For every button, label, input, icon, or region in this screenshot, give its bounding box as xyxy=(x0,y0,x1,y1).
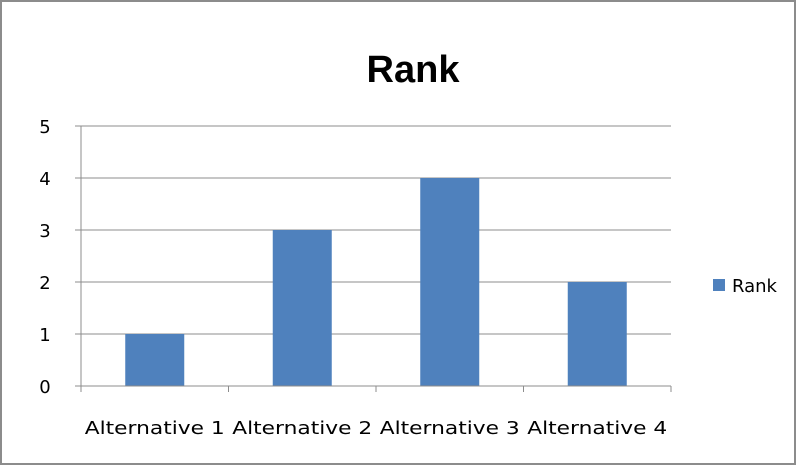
bar xyxy=(567,282,627,386)
x-tick-label: Alternative 1 xyxy=(85,418,225,439)
x-tick-labels: Alternative 1 Alternative 2 Alternative 3 A… xyxy=(85,418,668,439)
bar xyxy=(272,230,332,386)
y-tick-label: 0 xyxy=(39,377,50,398)
legend: Rank xyxy=(713,276,778,297)
x-tick-label: Alternative 3 xyxy=(380,418,520,439)
y-tick-label: 4 xyxy=(39,169,50,190)
y-tick-label: 3 xyxy=(39,221,50,242)
y-tick-label: 1 xyxy=(39,325,50,346)
x-tick-label: Alternative 2 xyxy=(232,418,372,439)
y-tick-label: 2 xyxy=(39,273,50,294)
y-tick-label: 5 xyxy=(39,117,50,138)
bar xyxy=(125,334,185,386)
bars xyxy=(125,178,627,386)
x-tick-label: Alternative 4 xyxy=(527,418,667,439)
legend-swatch xyxy=(713,279,725,291)
legend-label: Rank xyxy=(732,276,778,297)
axes xyxy=(80,126,672,392)
y-tick-labels: 0 1 2 3 4 5 xyxy=(39,117,50,398)
chart-title: Rank xyxy=(367,49,461,91)
bar xyxy=(420,178,480,386)
